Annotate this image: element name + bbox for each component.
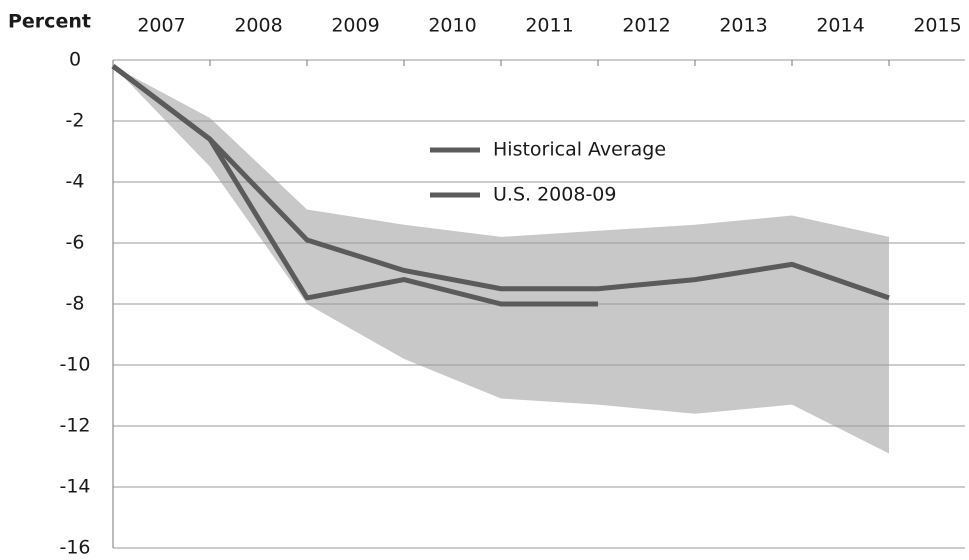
- y-tick-label: -16: [59, 537, 90, 559]
- x-tick-label: 2007: [137, 15, 185, 37]
- legend-label: U.S. 2008-09: [493, 184, 616, 206]
- y-tick-label: -14: [59, 476, 90, 498]
- y-tick-label: -12: [59, 415, 90, 437]
- series-line: [111, 64, 890, 301]
- x-tick-label: 2014: [816, 15, 864, 37]
- y-tick-label: 0: [69, 49, 81, 71]
- y-axis-label: Percent: [8, 11, 91, 33]
- x-tick-label: 2013: [719, 15, 767, 37]
- x-tick-label: 2015: [913, 15, 961, 37]
- x-tick-label: 2011: [525, 15, 573, 37]
- legend-label: Historical Average: [493, 139, 666, 161]
- y-tick-label: -2: [66, 110, 85, 132]
- y-tick-label: -10: [59, 354, 90, 376]
- series-line: [111, 64, 598, 307]
- y-tick-label: -4: [66, 171, 85, 193]
- x-tick-label: 2012: [622, 15, 670, 37]
- x-tick-label: 2009: [331, 15, 379, 37]
- x-tick-label: 2010: [428, 15, 476, 37]
- y-tick-label: -8: [66, 293, 85, 315]
- y-tick-label: -6: [66, 232, 85, 254]
- range-band: [113, 66, 889, 454]
- x-tick-label: 2008: [234, 15, 282, 37]
